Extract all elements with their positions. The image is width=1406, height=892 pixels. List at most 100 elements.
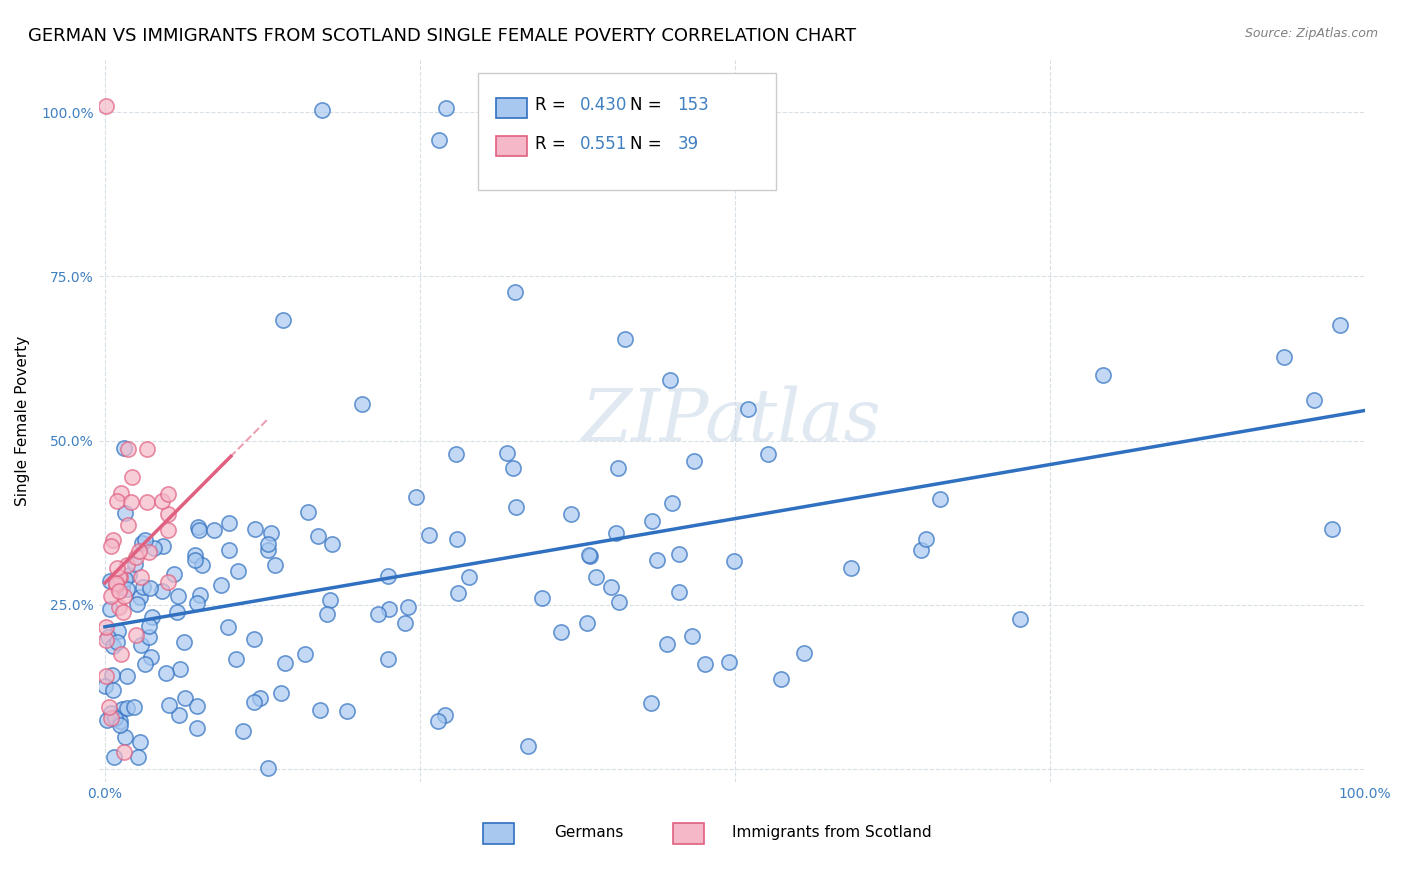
Point	[218, 516, 240, 530]
Text: Germans: Germans	[554, 825, 624, 840]
Point	[97, 700, 120, 714]
Point	[191, 558, 214, 573]
Point	[105, 576, 128, 591]
Point	[496, 446, 519, 460]
Point	[311, 103, 333, 118]
Point	[723, 553, 745, 567]
Point	[579, 549, 602, 563]
Point	[169, 662, 191, 676]
Point	[434, 101, 457, 115]
Point	[737, 402, 759, 417]
Point	[101, 683, 124, 698]
Point	[257, 537, 280, 551]
Point	[120, 494, 142, 508]
Point	[96, 713, 118, 727]
Point	[336, 705, 359, 719]
Point	[209, 578, 232, 592]
Point	[150, 584, 173, 599]
Point	[98, 574, 121, 588]
Point	[367, 607, 389, 621]
Point	[97, 630, 120, 644]
Point	[641, 514, 664, 528]
Point	[167, 708, 190, 723]
Point	[502, 461, 524, 475]
Point	[309, 703, 332, 717]
Point	[929, 492, 952, 507]
Point	[166, 590, 188, 604]
FancyBboxPatch shape	[496, 97, 526, 118]
Text: 0.430: 0.430	[579, 96, 627, 114]
Point	[377, 652, 399, 666]
Point	[114, 572, 136, 586]
Point	[550, 624, 572, 639]
Point	[135, 442, 157, 456]
Text: GERMAN VS IMMIGRANTS FROM SCOTLAND SINGLE FEMALE POVERTY CORRELATION CHART: GERMAN VS IMMIGRANTS FROM SCOTLAND SINGL…	[28, 27, 856, 45]
Point	[505, 103, 527, 118]
Point	[264, 558, 287, 572]
Point	[128, 544, 150, 558]
FancyBboxPatch shape	[673, 822, 704, 845]
Point	[756, 447, 779, 461]
Y-axis label: Single Female Poverty: Single Female Poverty	[15, 335, 30, 506]
Point	[117, 517, 139, 532]
Point	[94, 98, 117, 112]
Point	[114, 730, 136, 744]
Point	[100, 589, 122, 603]
Point	[138, 545, 160, 559]
Point	[155, 665, 177, 680]
Point	[141, 610, 163, 624]
Point	[578, 548, 600, 562]
Point	[184, 549, 207, 563]
Point	[232, 723, 254, 738]
Point	[108, 714, 131, 728]
Point	[104, 711, 127, 725]
Text: Immigrants from Scotland: Immigrants from Scotland	[731, 825, 931, 840]
Point	[100, 711, 122, 725]
Point	[110, 647, 132, 661]
Point	[129, 570, 152, 584]
Point	[112, 441, 135, 455]
Point	[156, 523, 179, 537]
FancyBboxPatch shape	[484, 822, 513, 845]
Point	[444, 447, 467, 461]
Point	[350, 397, 373, 411]
Point	[188, 588, 211, 602]
Point	[186, 698, 208, 713]
Point	[117, 442, 139, 456]
Point	[315, 607, 337, 622]
Point	[131, 581, 153, 595]
Point	[188, 523, 211, 537]
Point	[693, 657, 716, 672]
Point	[607, 461, 630, 475]
Point	[134, 533, 156, 547]
Point	[517, 739, 540, 754]
Point	[394, 616, 416, 631]
Point	[396, 600, 419, 615]
Point	[217, 619, 239, 633]
Point	[114, 507, 136, 521]
Point	[96, 633, 118, 648]
Point	[186, 721, 208, 735]
Point	[138, 582, 160, 596]
Point	[127, 750, 149, 764]
Point	[294, 647, 316, 661]
Point	[108, 600, 131, 615]
Point	[100, 668, 122, 682]
Point	[111, 581, 134, 595]
Point	[1091, 368, 1114, 382]
Point	[121, 469, 143, 483]
FancyBboxPatch shape	[478, 72, 776, 190]
Point	[103, 750, 125, 764]
Point	[530, 591, 553, 605]
Point	[297, 505, 319, 519]
Point	[105, 634, 128, 648]
Point	[105, 494, 128, 508]
Point	[111, 702, 134, 716]
Point	[1303, 392, 1326, 407]
Point	[107, 624, 129, 639]
Text: 39: 39	[678, 136, 699, 153]
Point	[271, 312, 294, 326]
Point	[599, 580, 621, 594]
Point	[156, 508, 179, 522]
Point	[661, 496, 683, 510]
